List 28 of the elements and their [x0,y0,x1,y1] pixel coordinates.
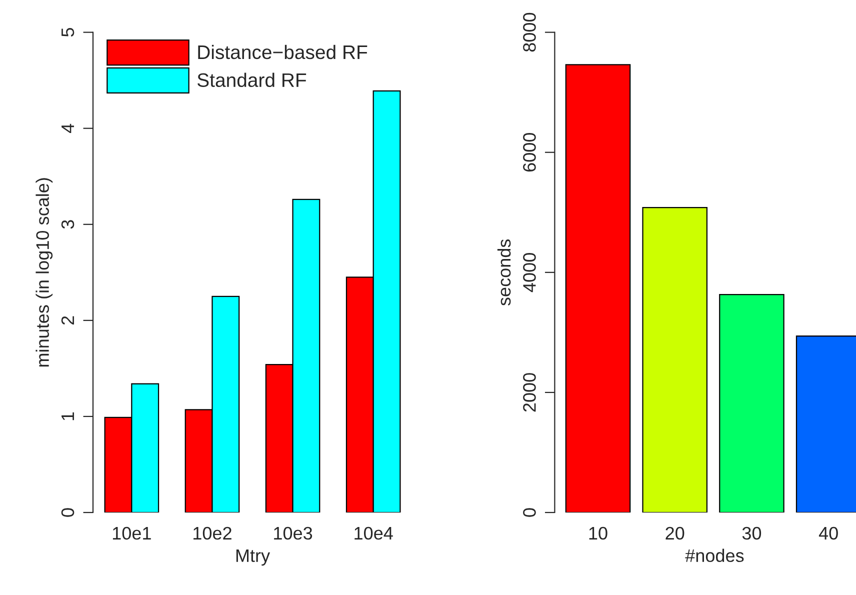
x-tick-label: 10e3 [274,526,312,540]
y-tick-label: 6000 [523,132,536,172]
y-tick-label: 1 [62,412,74,420]
x-tick-label: 40 [818,526,838,540]
y-tick-label: 0 [523,508,536,517]
x-axis-title: #nodes [685,548,744,562]
x-tick-label: 10e2 [194,526,232,540]
y-tick-label: 2000 [523,373,536,412]
x-tick-label: 10e1 [112,526,151,540]
y-tick-label: 4000 [523,253,536,292]
x-tick-label: 20 [666,526,684,540]
x-tick-label: 30 [742,526,762,540]
bar [565,64,631,512]
y-axis-title: minutes (in log10 scale) [36,178,53,367]
y-tick-label: 4 [62,124,74,133]
x-tick-label: 10e4 [354,526,393,540]
legend-label: Distance−based RF [198,44,368,60]
bar [642,207,708,512]
y-axis-title: seconds [497,239,511,306]
y-tick-label: 5 [62,28,74,37]
bar [719,294,784,512]
y-tick-label: 2 [61,316,74,325]
y-tick-label: 3 [61,220,74,229]
x-axis-title: Mtry [236,549,270,566]
y-tick-label: 0 [61,508,74,517]
y-tick-label: 8000 [523,12,536,52]
legend-label: Standard RF [197,72,306,88]
x-tick-label: 10 [589,526,608,540]
